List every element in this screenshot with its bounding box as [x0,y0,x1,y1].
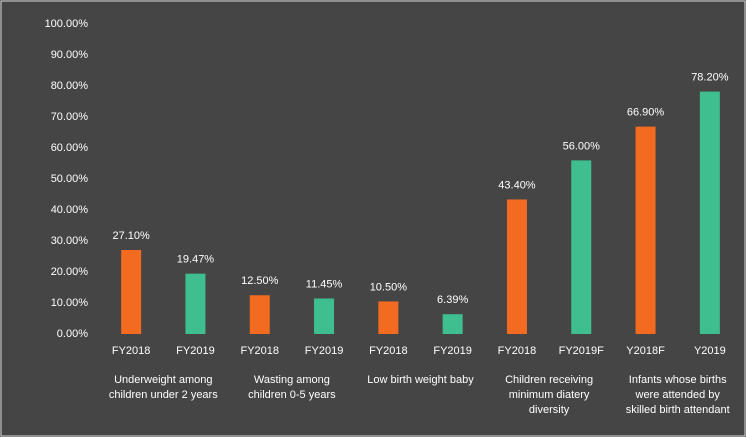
group-label: were attended by [635,389,721,401]
bar [249,295,270,334]
data-label: 78.20% [691,71,729,83]
x-tick-label: FY2019 [305,345,344,357]
y-tick-label: 100.00% [45,18,89,30]
bar [571,160,592,334]
data-label: 56.00% [563,140,601,152]
data-label: 43.40% [498,179,536,191]
data-label: 6.39% [437,294,468,306]
group-label: diversity [529,404,570,416]
data-label: 10.50% [370,281,408,293]
y-tick-label: 30.00% [51,235,89,247]
group-label: Infants whose births [629,374,727,386]
data-label: 19.47% [177,254,215,266]
group-label: Underweight among [114,374,212,386]
bar [121,249,142,334]
data-label: 27.10% [112,230,150,242]
x-tick-label: Y2018F [626,345,665,357]
group-label: Children receiving [505,374,593,386]
bar [506,199,527,334]
x-tick-label: FY2018 [112,345,151,357]
group-label: children 0-5 years [248,389,336,401]
x-tick-label: FY2018 [498,345,537,357]
y-tick-label: 50.00% [51,173,89,185]
x-tick-label: FY2019 [176,345,215,357]
group-label: Wasting among [254,374,330,386]
x-tick-label: FY2019 [433,345,472,357]
y-tick-label: 80.00% [51,80,89,92]
group-label: Low birth weight baby [367,374,474,386]
x-tick-label: FY2018 [240,345,279,357]
group-label: children under 2 years [109,389,218,401]
group-label: skilled birth attendant [626,404,730,416]
bar [699,91,720,334]
x-tick-label: FY2019F [559,345,605,357]
group-label: minimum diatery [509,389,590,401]
y-tick-label: 0.00% [57,328,88,340]
bar [442,314,463,334]
y-tick-label: 10.00% [51,297,89,309]
y-tick-label: 20.00% [51,266,89,278]
y-tick-label: 60.00% [51,142,89,154]
y-tick-label: 40.00% [51,204,89,216]
x-tick-label: Y2019 [694,345,726,357]
data-label: 11.45% [306,278,343,290]
bar [314,298,335,334]
x-tick-label: FY2018 [369,345,408,357]
y-tick-label: 90.00% [51,49,89,61]
bar [378,301,399,334]
bar [185,273,206,334]
bar [635,126,656,334]
data-label: 66.90% [627,107,665,119]
data-label: 12.50% [241,275,279,287]
y-tick-label: 70.00% [51,111,89,123]
